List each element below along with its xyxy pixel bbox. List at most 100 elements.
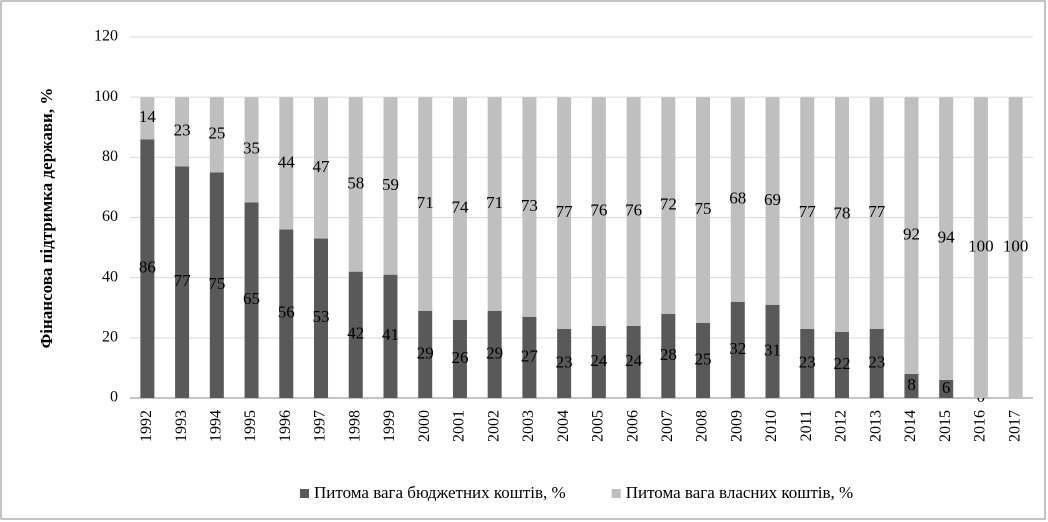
data-label: 23 — [556, 352, 573, 371]
data-label: 76 — [590, 200, 607, 219]
x-tick-label: 1998 — [346, 410, 363, 442]
bar-segment — [244, 202, 259, 398]
x-tick-label: 1992 — [138, 410, 155, 442]
data-label: 68 — [729, 188, 746, 207]
data-label: 31 — [764, 340, 781, 359]
legend-swatch — [300, 489, 309, 498]
bar-segment — [661, 97, 676, 314]
data-label: 23 — [868, 352, 885, 371]
x-tick-label: 2013 — [867, 410, 884, 442]
data-label: 44 — [278, 152, 296, 171]
bar-segment — [869, 97, 884, 329]
data-label: 25 — [208, 124, 225, 143]
bar-segment — [279, 229, 294, 398]
bar-segment — [418, 97, 433, 311]
bar-segment — [939, 97, 954, 380]
y-tick-label: 20 — [102, 329, 118, 346]
x-tick-label: 1995 — [242, 410, 259, 442]
data-label: 65 — [243, 289, 260, 308]
x-tick-label: 2004 — [555, 410, 572, 442]
data-label: 78 — [833, 203, 850, 222]
data-label: 22 — [833, 354, 850, 373]
data-label: 77 — [799, 202, 817, 221]
x-tick-label: 1993 — [173, 410, 190, 442]
data-label: 6 — [942, 378, 951, 397]
data-label: 8 — [907, 375, 916, 394]
legend-label: Питома вага власних коштів, % — [626, 483, 853, 502]
bar-segment — [661, 313, 676, 398]
bar-segment — [626, 325, 641, 398]
data-label: 92 — [903, 224, 920, 243]
bar-segment — [487, 310, 502, 398]
data-label: 41 — [382, 325, 399, 344]
x-tick-label: 2017 — [1006, 410, 1023, 442]
x-tick-label: 2001 — [451, 410, 468, 442]
x-tick-label: 2009 — [728, 410, 745, 442]
x-tick-label: 1996 — [277, 410, 294, 442]
bar-segment — [418, 310, 433, 398]
x-tick-label: 2010 — [763, 410, 780, 442]
bar-segment — [175, 97, 190, 167]
x-tick-label: 1997 — [312, 410, 329, 442]
bar-segment — [452, 97, 467, 320]
bar-segment — [730, 301, 745, 398]
x-tick-label: 2015 — [937, 410, 954, 442]
x-tick-label: 2003 — [520, 410, 537, 442]
bar-segment — [557, 97, 572, 329]
data-label: 69 — [764, 190, 781, 209]
x-tick-label: 2006 — [624, 410, 641, 442]
data-label: 100 — [1003, 236, 1029, 255]
bar-segment — [696, 97, 711, 323]
bar-segment — [869, 328, 884, 398]
data-label: 59 — [382, 175, 399, 194]
bar-segment — [765, 304, 780, 398]
bar-segment — [973, 97, 988, 399]
bar-segment — [487, 97, 502, 311]
bar-segment — [626, 97, 641, 326]
bar-segment — [939, 379, 954, 398]
bar-segment — [591, 97, 606, 326]
bar-segment — [557, 328, 572, 398]
x-tick-label: 2014 — [902, 410, 919, 442]
bar-segment — [383, 97, 398, 275]
bar-segment — [800, 328, 815, 398]
data-label: 86 — [139, 258, 156, 277]
data-label: 53 — [313, 307, 330, 326]
y-tick-label: 0 — [110, 389, 118, 406]
legend-swatch — [611, 489, 621, 498]
data-label: 28 — [660, 345, 677, 364]
data-label: 47 — [313, 157, 331, 176]
data-label: 77 — [868, 202, 886, 221]
bar-segment — [244, 97, 259, 203]
data-label: 56 — [278, 303, 295, 322]
bar-segment — [765, 97, 780, 305]
bar-segment — [140, 139, 155, 399]
bar-segment — [348, 271, 363, 398]
data-label: 71 — [486, 193, 503, 212]
data-label: 25 — [695, 349, 712, 368]
bar-segment — [1008, 97, 1023, 399]
bar-segment — [140, 97, 155, 140]
x-tick-label: 2007 — [659, 410, 676, 442]
y-tick-label: 60 — [102, 208, 118, 225]
data-label: 76 — [625, 200, 642, 219]
bar-segment — [834, 331, 849, 398]
data-label: 35 — [243, 139, 260, 158]
data-label: 26 — [451, 348, 468, 367]
data-label: 77 — [556, 202, 574, 221]
bar-segment — [383, 274, 398, 398]
data-label: 27 — [521, 346, 539, 365]
bar-segment — [209, 97, 224, 173]
data-label: 14 — [139, 107, 157, 126]
y-tick-label: 120 — [94, 28, 118, 45]
bar-segment — [834, 97, 849, 332]
bar-segment — [348, 97, 363, 272]
bar-segment — [522, 316, 537, 398]
bar-segment — [314, 238, 329, 398]
x-tick-label: 1994 — [207, 410, 224, 442]
bar-segment — [730, 97, 745, 302]
data-label: 72 — [660, 194, 677, 213]
data-label: 42 — [347, 324, 364, 343]
bar-segment — [522, 97, 537, 317]
